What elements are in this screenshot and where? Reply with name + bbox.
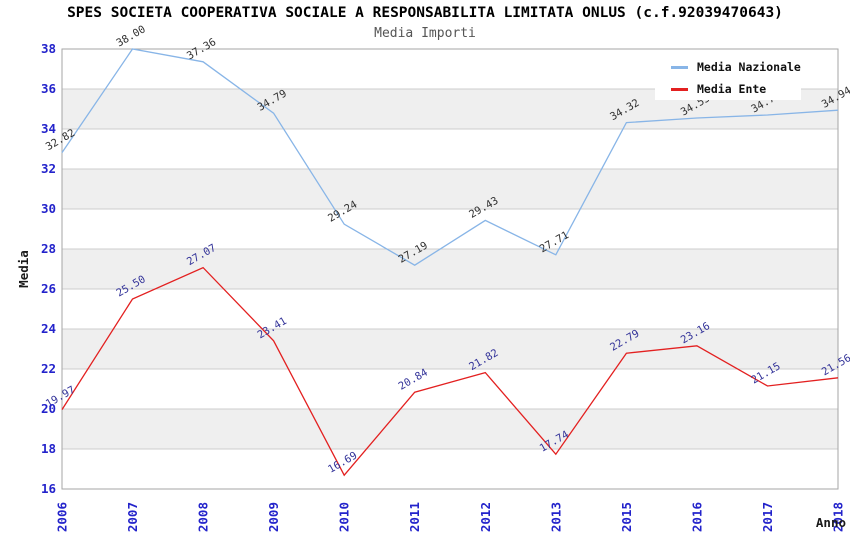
y-tick-label: 32: [41, 161, 56, 176]
grid-band: [62, 329, 838, 369]
chart-title: SPES SOCIETA COOPERATIVA SOCIALE A RESPO…: [67, 5, 783, 21]
legend-swatch-media-ente-icon: [671, 87, 688, 91]
x-tick-label: 2018: [831, 502, 846, 532]
legend: Media Nazionale Media Ente: [655, 56, 801, 100]
series-line-media-ente: [61, 266, 839, 477]
x-tick-label: 2016: [689, 502, 704, 532]
y-tick-label: 30: [41, 201, 56, 216]
x-tick-label: 2010: [337, 502, 352, 532]
legend-label-media-ente: Media Ente: [697, 82, 767, 96]
plot-border: [61, 48, 839, 490]
x-tick-label: 2013: [548, 502, 563, 532]
y-tick-label: 26: [41, 281, 56, 296]
grid-band: [62, 169, 838, 209]
x-tick-label: 2017: [760, 502, 775, 532]
x-tick-label: 2012: [478, 502, 493, 532]
x-axis-title: Anno: [816, 515, 846, 530]
legend-swatch-media-nazionale-icon: [671, 65, 688, 69]
series-line-media-nazionale: [61, 48, 839, 266]
grid-band: [62, 409, 838, 449]
y-axis-title: Media: [16, 250, 31, 288]
y-tick-label: 22: [41, 361, 56, 376]
data-label: 37.36: [185, 36, 218, 62]
legend-item-media-ente: Media Ente: [655, 78, 801, 100]
x-tick-label: 2015: [619, 502, 634, 532]
chart-subtitle: Media Importi: [374, 26, 476, 41]
y-tick-label: 18: [41, 441, 56, 456]
x-tick-label: 2011: [407, 502, 422, 532]
x-tick-label: 2009: [266, 502, 281, 532]
data-label: 38.00: [114, 23, 147, 49]
y-tick-label: 38: [41, 41, 56, 56]
y-tick-label: 34: [41, 121, 56, 136]
y-tick-label: 24: [41, 321, 56, 336]
legend-item-media-nazionale: Media Nazionale: [655, 56, 801, 78]
x-tick-label: 2006: [55, 502, 70, 532]
y-tick-label: 20: [41, 401, 56, 416]
y-tick-label: 16: [41, 481, 56, 496]
y-tick-label: 36: [41, 81, 56, 96]
x-tick-label: 2008: [196, 502, 211, 532]
x-tick-label: 2007: [125, 502, 140, 532]
legend-label-media-nazionale: Media Nazionale: [697, 60, 801, 74]
y-tick-label: 28: [41, 241, 56, 256]
grid-band: [62, 249, 838, 289]
